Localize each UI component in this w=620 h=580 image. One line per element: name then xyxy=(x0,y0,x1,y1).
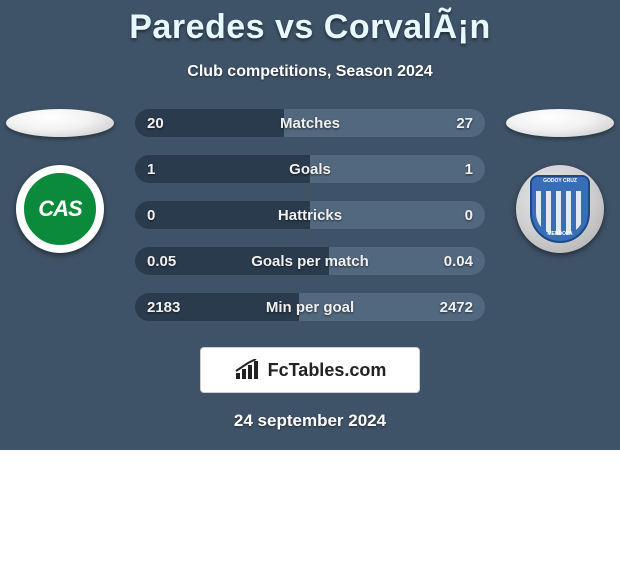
brand-badge: FcTables.com xyxy=(200,347,420,393)
crest-right-top-text: GODOY CRUZ xyxy=(543,179,577,185)
stat-row: 20 Matches 27 xyxy=(135,109,485,137)
club-crest-left: CAS xyxy=(16,165,104,253)
stat-value-right: 1 xyxy=(465,161,473,178)
stat-label: Hattricks xyxy=(278,207,342,224)
stat-row: 0 Hattricks 0 xyxy=(135,201,485,229)
stat-row: 2183 Min per goal 2472 xyxy=(135,293,485,321)
player-right-silhouette xyxy=(506,109,614,137)
crest-right-stripes xyxy=(536,191,584,235)
stat-row: 1 Goals 1 xyxy=(135,155,485,183)
brand-text: FcTables.com xyxy=(268,360,387,381)
stat-label: Min per goal xyxy=(266,299,354,316)
stat-value-right: 27 xyxy=(456,115,473,132)
player-left-column: CAS xyxy=(0,109,120,253)
player-right-column: GODOY CRUZ MENDOZA xyxy=(500,109,620,253)
stat-value-right: 2472 xyxy=(440,299,473,316)
stat-bar-right xyxy=(310,155,485,183)
stats-table: 20 Matches 27 1 Goals 1 0 Hattricks 0 0.05 Goals p… xyxy=(135,109,485,321)
club-crest-right: GODOY CRUZ MENDOZA xyxy=(516,165,604,253)
club-crest-left-label: CAS xyxy=(38,196,81,222)
stat-value-left: 0 xyxy=(147,207,155,224)
stat-label: Goals xyxy=(289,161,331,178)
crest-right-bot-text: MENDOZA xyxy=(547,232,572,238)
stat-value-left: 1 xyxy=(147,161,155,178)
club-crest-right-shield: GODOY CRUZ MENDOZA xyxy=(530,175,590,243)
comparison-card: Paredes vs CorvalÃ¡n Club competitions, … xyxy=(0,0,620,450)
date-line: 24 september 2024 xyxy=(0,411,620,431)
stat-label: Goals per match xyxy=(251,253,369,270)
stat-value-left: 2183 xyxy=(147,299,180,316)
stat-value-left: 20 xyxy=(147,115,164,132)
stat-value-right: 0 xyxy=(465,207,473,224)
stat-value-right: 0.04 xyxy=(444,253,473,270)
content-area: CAS GODOY CRUZ MENDOZA 20 Matches 27 1 Goals… xyxy=(0,109,620,329)
player-left-silhouette xyxy=(6,109,114,137)
stat-value-left: 0.05 xyxy=(147,253,176,270)
page-title: Paredes vs CorvalÃ¡n xyxy=(0,0,620,47)
subtitle: Club competitions, Season 2024 xyxy=(0,63,620,81)
brand-chart-icon xyxy=(234,359,262,381)
stat-label: Matches xyxy=(280,115,340,132)
stat-bar-left xyxy=(135,155,310,183)
stat-row: 0.05 Goals per match 0.04 xyxy=(135,247,485,275)
